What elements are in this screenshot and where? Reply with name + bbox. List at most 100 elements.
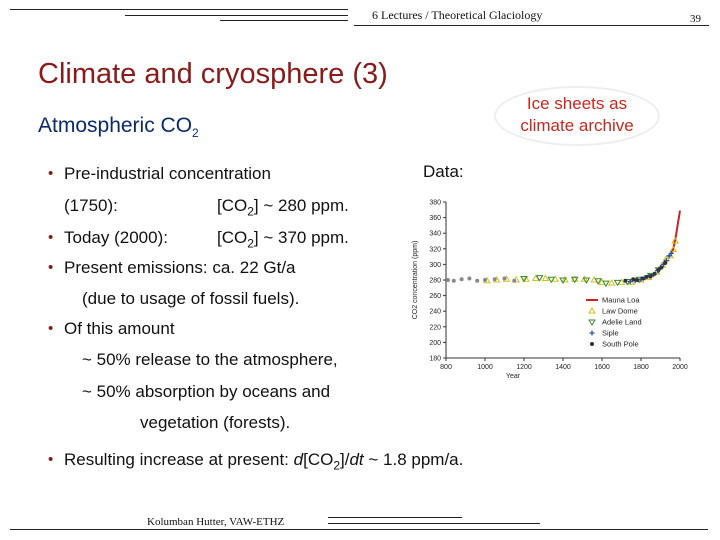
data-point — [459, 277, 464, 282]
data-point — [570, 276, 579, 284]
page-number: 39 — [690, 13, 701, 25]
legend-swatch — [589, 330, 595, 336]
bullet-1750-value: [CO2] ~ 280 ppm. — [217, 196, 349, 218]
increase-co2: [CO — [303, 450, 334, 469]
data-point — [547, 276, 556, 284]
x-tick-label: 1400 — [555, 364, 571, 371]
data-point — [559, 277, 567, 284]
header-rule-top — [10, 9, 348, 10]
x-tick-label: 2000 — [672, 364, 688, 371]
footer-rule-2 — [328, 523, 540, 524]
increase-dt: dt — [349, 450, 364, 469]
legend-label: Law Dome — [602, 307, 638, 316]
data-point — [445, 278, 450, 282]
y-tick-label: 260 — [429, 293, 441, 300]
data-point — [648, 274, 653, 279]
footer-author: Kolumban Hutter, VAW-ETHZ — [147, 516, 285, 528]
bullet-dot: • — [48, 320, 54, 337]
y-tick-label: 320 — [429, 246, 441, 253]
bullet-1750-label: (1750): — [64, 196, 118, 215]
x-axis-label: Year — [506, 373, 521, 380]
bullet-dot: • — [48, 451, 54, 468]
data-point — [451, 278, 456, 283]
bullet-dot: • — [48, 165, 54, 182]
callout-line-1: Ice sheets as — [526, 94, 628, 113]
co2-subscript: 2 — [247, 236, 254, 251]
bullet-today-value: [CO2] ~ 370 ppm. — [217, 228, 349, 250]
y-tick-label: 200 — [429, 340, 441, 347]
data-point — [659, 265, 664, 270]
data-point — [467, 276, 472, 281]
data-point — [512, 278, 517, 283]
increase-text: Resulting increase at present: — [64, 450, 294, 469]
data-point — [669, 245, 678, 253]
legend-label: Adelie Land — [602, 318, 642, 327]
co2-value: ] ~ 280 ppm. — [253, 196, 349, 215]
header-rule-low — [220, 20, 348, 21]
co2-chart: 180 200 220 240 260 280 300 320 340 360 380 800 1000… — [412, 200, 688, 381]
y-axis-label: CO2 concentration (ppm) — [412, 241, 419, 320]
y-tick-label: 360 — [429, 215, 441, 222]
legend-swatch — [588, 307, 596, 314]
bullet-preindustrial: Pre-industrial concentration — [64, 164, 271, 183]
data-point — [623, 278, 628, 283]
slide-title: Climate and cryosphere (3) — [38, 58, 388, 90]
bullet-increase: Resulting increase at present: d[CO2]/dt… — [64, 450, 463, 472]
data-point — [640, 276, 645, 281]
x-tick-label: 1600 — [594, 364, 610, 371]
co2-prefix: [CO — [217, 196, 248, 215]
bullet-vegetation: vegetation (forests). — [140, 413, 291, 432]
callout-bubble — [496, 88, 658, 144]
bullet-release: ~ 50% release to the atmosphere, — [82, 350, 338, 369]
data-point — [668, 250, 674, 256]
data-point — [671, 237, 680, 244]
bullet-dot: • — [48, 259, 54, 276]
header-title: 6 Lectures / Theoretical Glaciology — [372, 8, 543, 22]
footer-rule-3 — [10, 529, 708, 530]
data-point — [541, 274, 550, 281]
increase-subscript: 2 — [333, 458, 341, 473]
legend-label: Siple — [602, 329, 619, 338]
co2-subscript: 2 — [247, 204, 254, 219]
y-tick-label: 220 — [429, 324, 441, 331]
data-point — [582, 277, 591, 284]
data-point — [502, 276, 507, 281]
bullet-of-this-amount: Of this amount — [64, 319, 175, 338]
co2-value: ] ~ 370 ppm. — [253, 228, 349, 247]
callout-text: Ice sheets as climate archive — [496, 93, 658, 137]
increase-rate: ~ 1.8 ppm/a. — [363, 450, 464, 469]
x-tick-label: 1000 — [477, 364, 493, 371]
data-point — [535, 275, 544, 282]
header-rule-mid — [125, 15, 348, 16]
y-tick-label: 180 — [429, 356, 441, 363]
data-point — [594, 278, 602, 285]
y-tick-label: 300 — [429, 262, 441, 269]
x-tick-label: 1200 — [516, 364, 532, 371]
subtitle-subscript: 2 — [192, 126, 199, 141]
data-point — [607, 279, 616, 286]
legend-label: Mauna Loa — [602, 296, 640, 305]
data-point — [652, 271, 657, 276]
bullet-emissions: Present emissions: ca. 22 Gt/a — [64, 258, 296, 277]
bullet-dot: • — [48, 229, 54, 246]
x-tick-label: 1800 — [633, 364, 649, 371]
data-point — [580, 275, 589, 282]
data-point — [627, 279, 633, 285]
data-point — [644, 274, 649, 279]
data-label: Data: — [423, 162, 464, 181]
subtitle-text: Atmospheric CO — [38, 114, 193, 137]
data-point — [613, 279, 622, 287]
subtitle: Atmospheric CO2 — [38, 114, 199, 140]
legend-swatch — [590, 342, 594, 346]
header-rule-right — [354, 25, 709, 26]
bullet-emissions-note: (due to usage of fossil fuels). — [82, 289, 300, 308]
callout-line-2: climate archive — [520, 116, 634, 135]
data-point — [635, 278, 640, 282]
data-point — [602, 280, 610, 288]
bullet-today-label: Today (2000): — [64, 228, 168, 247]
data-point — [663, 260, 668, 265]
data-point — [631, 277, 636, 282]
footer-rule-1 — [328, 517, 462, 518]
y-tick-label: 380 — [429, 200, 441, 207]
increase-d: d — [293, 450, 304, 469]
